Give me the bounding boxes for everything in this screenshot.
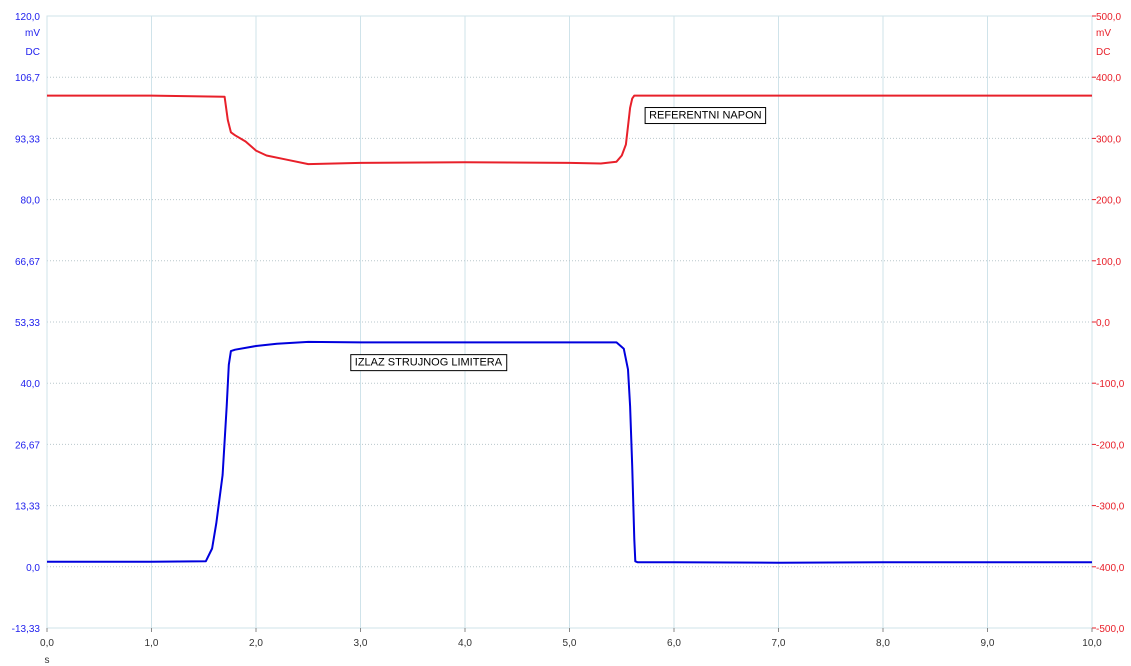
x-tick-label: 3,0 [354, 638, 368, 649]
right-tick-label: 0,0 [1096, 318, 1110, 329]
grid [46, 15, 1093, 629]
left-tick-label: 106,7 [15, 73, 40, 84]
x-tick-label: 1,0 [145, 638, 159, 649]
series-line-izlaz-strujnog-limitera [47, 340, 1092, 564]
right-tick-label: -400,0 [1096, 563, 1125, 574]
annotation-label: IZLAZ STRUJNOG LIMITERA [355, 357, 503, 369]
x-tick-label: 10,0 [1082, 638, 1102, 649]
right-tick-label: 500,0 [1096, 12, 1121, 23]
right-tick-label: 300,0 [1096, 134, 1121, 145]
right-tick-label: -500,0 [1096, 624, 1125, 635]
right-tick-label: -300,0 [1096, 502, 1125, 513]
x-tick-label: 7,0 [772, 638, 786, 649]
right-tick-label: 400,0 [1096, 73, 1121, 84]
annotation-box [350, 354, 508, 372]
right-axis-unit: mV [1096, 28, 1111, 39]
x-tick-label: 4,0 [458, 638, 472, 649]
annotation: IZLAZ STRUJNOG LIMITERA [350, 354, 508, 372]
left-axis: mV DC -13,33 0,0 13,33 26,67 40,0 53,33 66,67 8… [12, 12, 41, 635]
left-tick-label: 26,67 [15, 440, 40, 451]
left-tick-label: 13,33 [15, 502, 40, 513]
right-axis: mV DC -500,0 -400,0 -300,0 -200,0 -100,0 0,0 1… [1092, 12, 1125, 635]
left-tick-label: -13,33 [12, 624, 41, 635]
series-line-referentni-napon [47, 94, 1092, 166]
x-axis-label: s [45, 655, 50, 666]
right-tick-label: -100,0 [1096, 379, 1125, 390]
left-tick-label: 80,0 [21, 196, 41, 207]
x-tick-label: 2,0 [249, 638, 263, 649]
left-tick-label: 53,33 [15, 318, 40, 329]
left-tick-label: 66,67 [15, 257, 40, 268]
annotation-label: REFERENTNI NAPON [649, 110, 762, 122]
annotation: REFERENTNI NAPON [644, 107, 767, 125]
right-tick-label: 200,0 [1096, 196, 1121, 207]
annotations: REFERENTNI NAPON IZLAZ STRUJNOG LIMITERA [350, 107, 767, 372]
x-tick-label: 6,0 [667, 638, 681, 649]
series-layer [47, 94, 1092, 564]
left-axis-unit: mV [25, 28, 40, 39]
x-tick-label: 0,0 [40, 638, 54, 649]
left-tick-label: 93,33 [15, 134, 40, 145]
left-axis-coupling: DC [26, 47, 40, 58]
left-tick-label: 0,0 [26, 563, 40, 574]
annotation-box [644, 107, 767, 125]
x-axis: s 0,0 1,0 2,0 3,0 4,0 5,0 6,0 7,0 8,0 9,0 10,0 [40, 628, 1102, 666]
x-tick-label: 5,0 [563, 638, 577, 649]
left-tick-label: 120,0 [15, 12, 40, 23]
right-axis-coupling: DC [1096, 47, 1110, 58]
right-tick-label: 100,0 [1096, 257, 1121, 268]
x-tick-label: 9,0 [981, 638, 995, 649]
left-tick-label: 40,0 [21, 379, 41, 390]
right-tick-label: -200,0 [1096, 440, 1125, 451]
x-tick-label: 8,0 [876, 638, 890, 649]
